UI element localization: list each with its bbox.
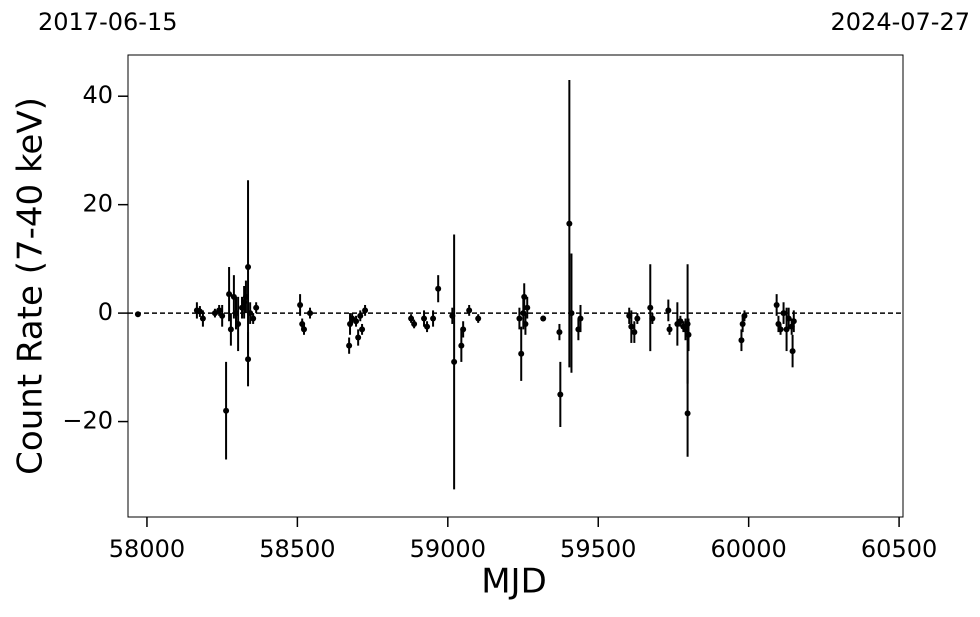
data-point <box>219 312 226 319</box>
data-point <box>739 320 746 327</box>
data-point <box>430 315 437 322</box>
data-point <box>411 320 418 327</box>
x-tick-label: 58500 <box>259 535 335 563</box>
data-point <box>557 391 564 398</box>
data-point <box>568 310 575 317</box>
data-point <box>435 285 442 292</box>
x-tick-label: 59000 <box>410 535 486 563</box>
data-point <box>245 356 252 363</box>
data-point <box>424 323 431 330</box>
data-point <box>357 312 364 319</box>
data-point <box>223 407 230 414</box>
data-point <box>216 307 223 314</box>
data-point <box>196 308 203 315</box>
data-point <box>353 318 360 325</box>
data-point <box>785 315 792 322</box>
data-point <box>773 301 780 308</box>
data-point <box>451 358 458 365</box>
data-point <box>685 331 692 338</box>
data-point <box>355 334 362 341</box>
y-tick-label: 40 <box>82 81 113 109</box>
data-point <box>666 326 673 333</box>
data-point <box>665 307 672 314</box>
data-point <box>250 315 257 322</box>
data-point <box>475 315 482 322</box>
data-point <box>235 320 242 327</box>
data-point <box>245 264 252 271</box>
x-tick-label: 60000 <box>710 535 786 563</box>
data-point <box>677 318 684 325</box>
data-point <box>247 310 254 317</box>
data-point <box>540 315 547 322</box>
y-tick-label: −20 <box>62 407 113 435</box>
x-tick-label: 58000 <box>109 535 185 563</box>
data-point <box>307 310 314 317</box>
x-axis-label: MJD <box>481 562 547 602</box>
start-date: 2017-06-15 <box>38 8 177 36</box>
data-point <box>421 315 428 322</box>
x-tick-label: 59500 <box>560 535 636 563</box>
data-point <box>566 220 573 227</box>
data-point <box>516 315 523 322</box>
data-point <box>297 301 304 308</box>
data-point <box>134 311 141 318</box>
plot-frame <box>127 54 904 518</box>
data-point <box>738 337 745 344</box>
data-point <box>253 304 260 311</box>
data-point <box>684 410 691 417</box>
data-point <box>780 310 787 317</box>
data-point <box>649 315 656 322</box>
data-point <box>647 304 654 311</box>
y-tick-label: 0 <box>98 298 113 326</box>
data-point <box>790 318 797 325</box>
data-point <box>634 315 641 322</box>
y-tick-label: 20 <box>82 190 113 218</box>
data-point <box>460 326 467 333</box>
data-point <box>362 307 369 314</box>
data-point <box>628 323 635 330</box>
data-point <box>521 293 528 300</box>
data-point <box>556 329 563 336</box>
data-point <box>359 326 366 333</box>
data-point <box>300 326 307 333</box>
data-point <box>408 315 415 322</box>
data-point <box>577 315 584 322</box>
data-point <box>522 320 529 327</box>
data-point <box>199 315 206 322</box>
data-point <box>524 304 531 311</box>
data-point <box>458 342 465 349</box>
data-point <box>226 291 233 298</box>
end-date: 2024-07-27 <box>831 8 970 36</box>
y-axis-label: Count Rate (7-40 keV) <box>11 97 51 475</box>
data-point <box>741 312 748 319</box>
data-point <box>466 307 473 314</box>
data-point <box>346 342 353 349</box>
data-point <box>789 348 796 355</box>
data-point <box>777 326 784 333</box>
x-tick-label: 60500 <box>861 535 937 563</box>
data-point <box>227 326 234 333</box>
data-point <box>518 350 525 357</box>
data-point <box>631 329 638 336</box>
